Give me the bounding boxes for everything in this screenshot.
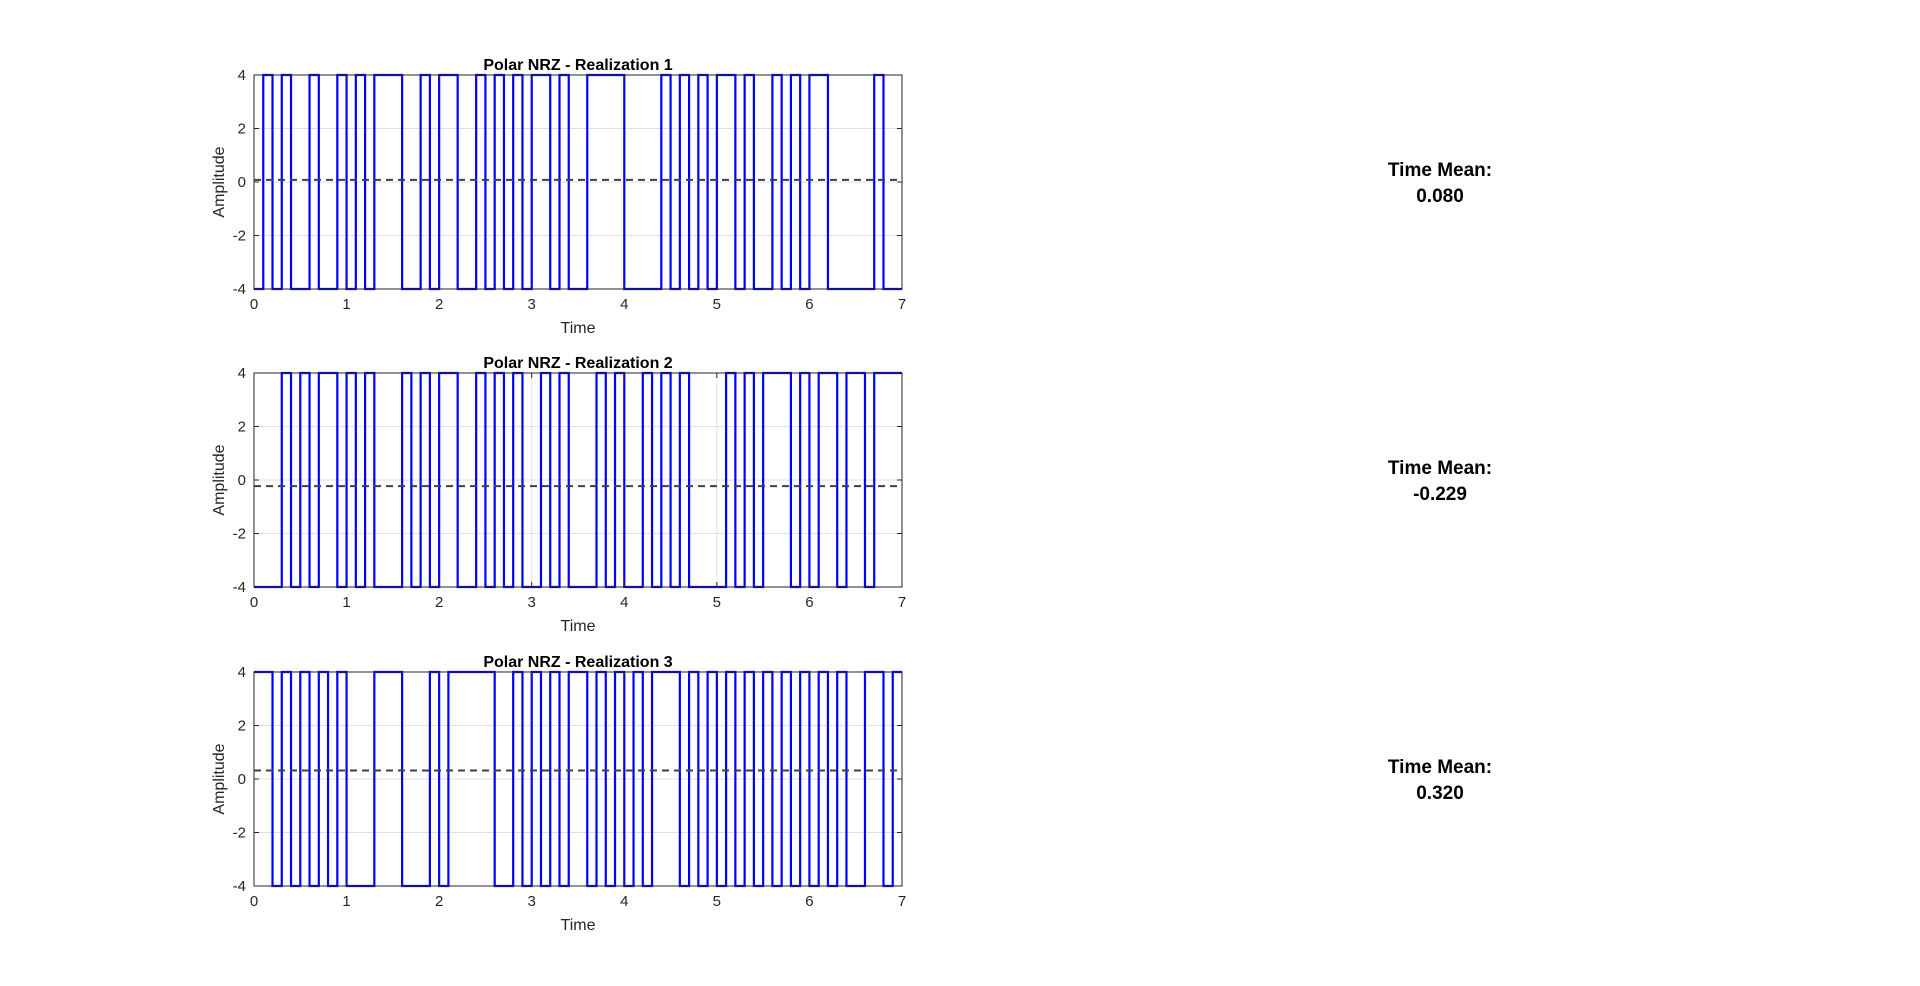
time-mean-annotation-1: Time Mean: 0.080 <box>1320 158 1560 210</box>
y-tick-label: 4 <box>238 365 246 382</box>
y-tick-label: 0 <box>238 174 246 191</box>
x-tick-label: 5 <box>713 594 721 611</box>
y-tick-label: 2 <box>238 121 246 138</box>
y-tick-label: 4 <box>238 664 246 681</box>
x-tick-label: 2 <box>435 893 443 910</box>
y-tick-label: 0 <box>238 771 246 788</box>
y-tick-label: 2 <box>238 718 246 735</box>
x-tick-label: 6 <box>805 893 813 910</box>
x-tick-label: 7 <box>898 893 906 910</box>
time-mean-value-1: 0.080 <box>1416 186 1464 207</box>
y-tick-label: -4 <box>233 281 246 298</box>
x-axis-label-2: Time <box>561 618 596 635</box>
y-tick-label: -2 <box>233 228 246 245</box>
x-tick-label: 0 <box>250 893 258 910</box>
time-mean-annotation-2: Time Mean: -0.229 <box>1320 456 1560 508</box>
time-mean-label-2: Time Mean: <box>1387 458 1493 479</box>
x-tick-label: 2 <box>435 594 443 611</box>
time-mean-value-2: -0.229 <box>1413 484 1467 505</box>
y-tick-label: 4 <box>238 67 246 84</box>
x-tick-label: 4 <box>620 594 628 611</box>
y-axis-label-3: Amplitude <box>211 743 228 814</box>
time-mean-label-3: Time Mean: <box>1387 757 1493 778</box>
subplot-title-1: Polar NRZ - Realization 1 <box>483 57 672 74</box>
y-axis-label-1: Amplitude <box>211 146 228 217</box>
x-tick-label: 0 <box>250 296 258 313</box>
y-tick-label: 2 <box>238 419 246 436</box>
y-tick-label: -2 <box>233 825 246 842</box>
x-tick-label: 3 <box>528 296 536 313</box>
time-mean-value-3: 0.320 <box>1416 783 1464 804</box>
subplot-title-2: Polar NRZ - Realization 2 <box>483 355 672 372</box>
x-tick-label: 5 <box>713 893 721 910</box>
subplot-title-3: Polar NRZ - Realization 3 <box>483 654 672 671</box>
time-mean-annotation-3: Time Mean: 0.320 <box>1320 755 1560 807</box>
x-axis-label-3: Time <box>561 917 596 934</box>
x-tick-label: 6 <box>805 594 813 611</box>
x-tick-label: 3 <box>528 893 536 910</box>
subplot-3: 0 1 2 3 4 5 6 7 -4 -2 0 2 4 Polar NRZ - Realization 3… <box>211 654 906 934</box>
subplot-1: 0 1 2 3 4 5 6 7 -4 -2 0 2 4 Polar NRZ - Realization 1… <box>211 57 906 337</box>
x-tick-label: 4 <box>620 296 628 313</box>
y-axis-label-2: Amplitude <box>211 444 228 515</box>
x-tick-label: 1 <box>342 296 350 313</box>
y-tick-label: -2 <box>233 526 246 543</box>
x-tick-label: 1 <box>342 594 350 611</box>
subplot-2: 0 1 2 3 4 5 6 7 -4 -2 0 2 4 Polar NRZ - Realization 2… <box>211 355 906 635</box>
x-tick-label: 7 <box>898 296 906 313</box>
x-tick-label: 1 <box>342 893 350 910</box>
x-tick-label: 0 <box>250 594 258 611</box>
x-tick-label: 7 <box>898 594 906 611</box>
x-tick-label: 3 <box>528 594 536 611</box>
y-tick-label: 0 <box>238 472 246 489</box>
time-mean-label-1: Time Mean: <box>1387 160 1493 181</box>
y-tick-label: -4 <box>233 878 246 895</box>
x-tick-label: 2 <box>435 296 443 313</box>
x-tick-label: 4 <box>620 893 628 910</box>
x-tick-label: 6 <box>805 296 813 313</box>
y-tick-label: -4 <box>233 579 246 596</box>
x-axis-label-1: Time <box>561 320 596 337</box>
x-tick-label: 5 <box>713 296 721 313</box>
